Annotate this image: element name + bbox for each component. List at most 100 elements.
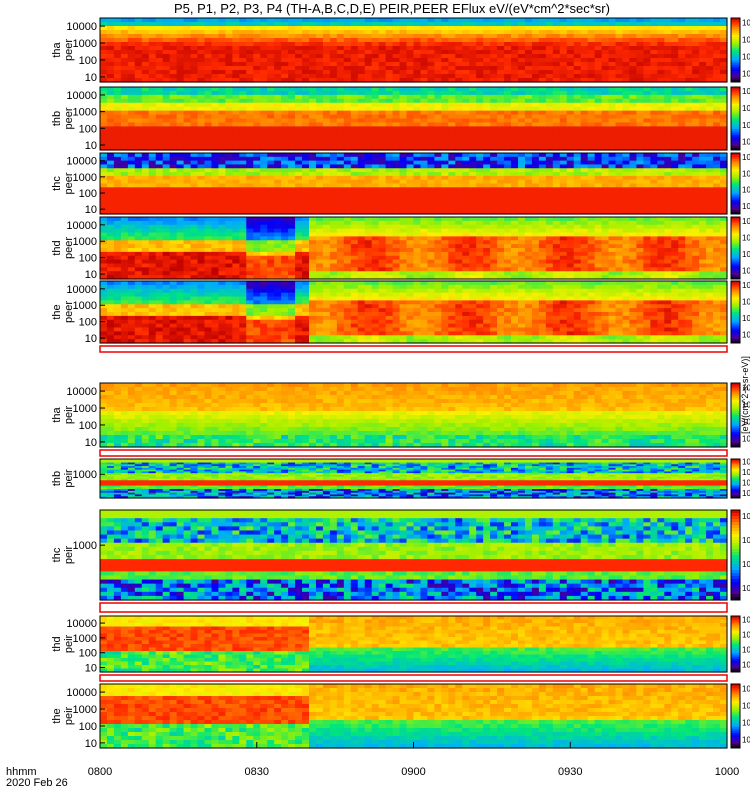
- heatmap-cell: [113, 94, 122, 100]
- heatmap-cell: [601, 126, 610, 131]
- heatmap-cell: [650, 202, 658, 207]
- heatmap-cell: [594, 114, 603, 120]
- heatmap-cell: [378, 22, 387, 27]
- heatmap-cell: [106, 156, 115, 162]
- heatmap-cell: [399, 30, 408, 35]
- heatmap-cell: [281, 160, 289, 166]
- heatmap-cell: [434, 50, 442, 55]
- heatmap-cell: [127, 179, 136, 185]
- heatmap-cell: [518, 138, 526, 143]
- heatmap-cell: [490, 183, 498, 188]
- heatmap-cell: [469, 30, 477, 35]
- heatmap-cell: [183, 194, 192, 200]
- heatmap-cell: [155, 232, 164, 237]
- heatmap-cell: [483, 110, 491, 116]
- heatmap-cell: [399, 122, 408, 127]
- heatmap-cell: [545, 98, 554, 104]
- heatmap-cell: [176, 122, 185, 127]
- heatmap-cell: [190, 240, 199, 245]
- heatmap-cell: [239, 26, 247, 31]
- heatmap-cell: [427, 42, 435, 47]
- heatmap-cell: [552, 34, 561, 39]
- heatmap-cell: [127, 220, 136, 226]
- heatmap-cell: [420, 42, 429, 47]
- heatmap-cell: [148, 22, 157, 27]
- colorbar-swatch: [731, 183, 740, 187]
- heatmap-cell: [427, 22, 435, 27]
- heatmap-cell: [148, 259, 157, 265]
- heatmap-cell: [483, 26, 491, 31]
- heatmap-cell: [364, 22, 373, 27]
- heatmap-cell: [350, 58, 359, 63]
- heatmap-cell: [113, 126, 122, 131]
- heatmap-cell: [218, 206, 226, 211]
- heatmap-cell: [434, 110, 442, 116]
- heatmap-cell: [204, 248, 213, 253]
- heatmap-cell: [664, 114, 672, 120]
- heatmap-cell: [483, 194, 491, 200]
- heatmap-cell: [434, 34, 442, 39]
- heatmap-cell: [559, 106, 568, 112]
- heatmap-cell: [497, 153, 505, 158]
- heatmap-cell: [274, 275, 282, 280]
- heatmap-cell: [134, 138, 143, 143]
- heatmap-cell: [134, 38, 143, 43]
- heatmap-cell: [246, 90, 254, 96]
- heatmap-cell: [148, 156, 157, 162]
- heatmap-cell: [720, 70, 728, 75]
- heatmap-cell: [441, 50, 449, 55]
- heatmap-cell: [427, 206, 435, 211]
- heatmap-cell: [211, 90, 220, 96]
- heatmap-cell: [692, 122, 700, 127]
- heatmap-cell: [497, 50, 505, 55]
- heatmap-cell: [155, 217, 164, 222]
- heatmap-cell: [176, 224, 185, 230]
- heatmap-cell: [406, 54, 415, 59]
- heatmap-cell: [267, 58, 275, 63]
- heatmap-cell: [538, 30, 547, 35]
- heatmap-cell: [260, 18, 268, 23]
- colorbar-swatch: [731, 99, 740, 103]
- heatmap-cell: [615, 198, 624, 204]
- heatmap-cell: [538, 78, 547, 83]
- heatmap-cell: [148, 138, 157, 143]
- heatmap-cell: [580, 34, 589, 39]
- heatmap-cell: [524, 134, 533, 139]
- heatmap-cell: [420, 66, 429, 71]
- heatmap-cell: [134, 179, 143, 185]
- heatmap-cell: [302, 228, 310, 234]
- heatmap-cell: [476, 38, 484, 43]
- heatmap-cell: [155, 114, 164, 120]
- heatmap-cell: [545, 110, 554, 116]
- heatmap-cell: [441, 90, 449, 96]
- heatmap-cell: [566, 78, 575, 83]
- heatmap-cell: [699, 30, 707, 35]
- heatmap-cell: [197, 164, 206, 169]
- heatmap-cell: [253, 58, 261, 63]
- heatmap-cell: [664, 42, 672, 47]
- heatmap-cell: [406, 160, 415, 166]
- heatmap-cell: [664, 110, 672, 116]
- heatmap-cell: [336, 175, 345, 181]
- heatmap-cell: [148, 34, 157, 39]
- heatmap-cell: [518, 58, 526, 63]
- heatmap-cell: [120, 58, 129, 63]
- heatmap-cell: [587, 34, 596, 39]
- heatmap-cell: [559, 38, 568, 43]
- heatmap-cell: [692, 187, 700, 192]
- heatmap-cell: [371, 126, 380, 131]
- heatmap-cell: [225, 134, 233, 139]
- heatmap-cell: [664, 194, 672, 200]
- heatmap-cell: [531, 122, 540, 127]
- heatmap-cell: [385, 134, 394, 139]
- heatmap-cell: [232, 130, 240, 135]
- heatmap-cell: [538, 206, 547, 211]
- heatmap-cell: [413, 156, 422, 162]
- heatmap-cell: [455, 206, 463, 211]
- heatmap-cell: [427, 156, 435, 162]
- heatmap-cell: [622, 50, 631, 55]
- colorbar-swatch: [731, 199, 740, 203]
- heatmap-cell: [678, 146, 686, 151]
- heatmap-cell: [531, 198, 540, 204]
- heatmap-cell: [350, 18, 359, 23]
